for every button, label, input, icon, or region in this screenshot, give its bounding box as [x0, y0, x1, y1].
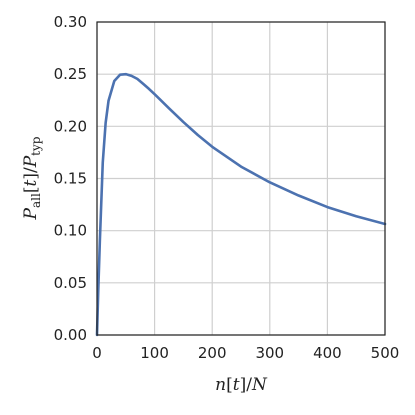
x-tick-label: 300 [255, 344, 284, 362]
x-tick-label: 400 [313, 344, 342, 362]
plot-frame [96, 21, 386, 336]
x-tick-label: 500 [371, 344, 400, 362]
y-tick-label: 0.30 [54, 13, 87, 31]
y-tick-label: 0.25 [54, 65, 87, 83]
y-tick-label: 0.15 [54, 170, 87, 188]
x-tick-label: 200 [198, 344, 227, 362]
y-tick-label: 0.00 [54, 326, 87, 344]
x-axis-label: n[t]/N [215, 375, 268, 395]
y-axis-label: Pall[t]/Ptyp [21, 136, 43, 220]
series-layer [95, 72, 387, 337]
x-tick-labels: 0 100 200 300 400 500 [92, 344, 399, 362]
y-tick-label: 0.20 [54, 117, 87, 135]
x-tick-label: 100 [140, 344, 169, 362]
y-tick-labels: 0.00 0.05 0.10 0.15 0.20 0.25 0.30 [54, 13, 87, 344]
grid [96, 21, 386, 336]
y-tick-label: 0.10 [54, 222, 87, 240]
y-tick-label: 0.05 [54, 274, 87, 292]
series-line [95, 72, 387, 337]
x-tick-label: 0 [92, 344, 102, 362]
